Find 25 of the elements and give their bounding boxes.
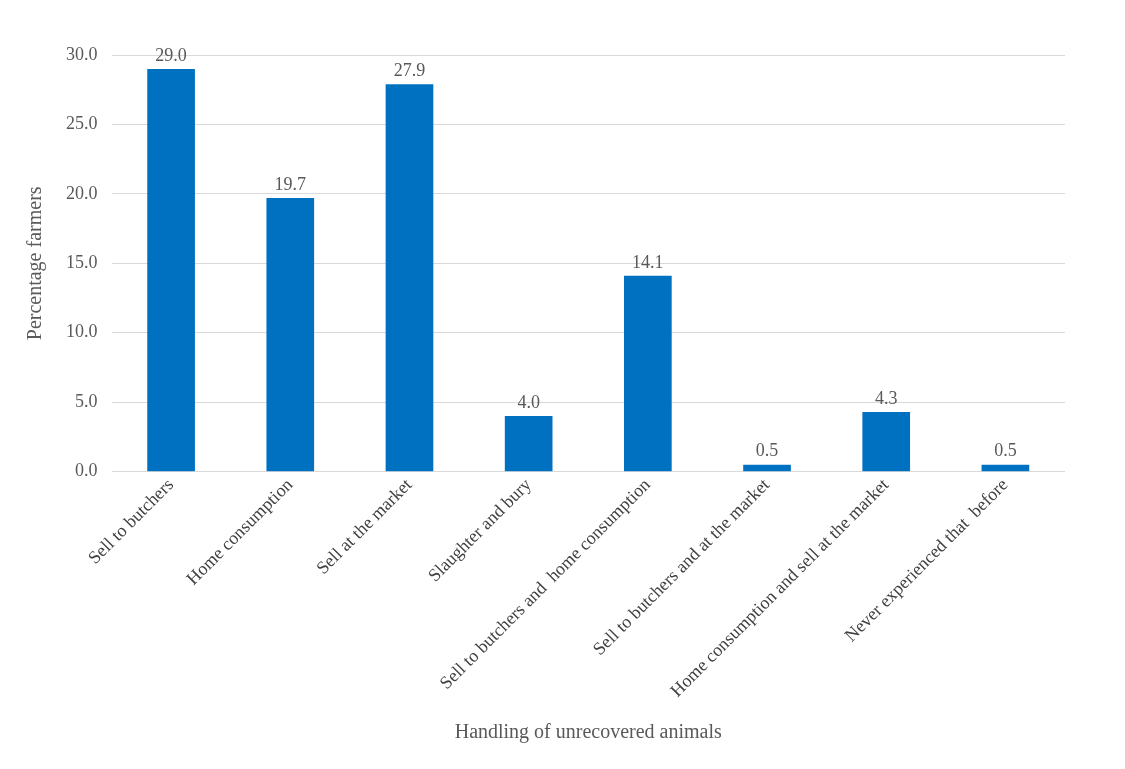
- bar: [266, 198, 315, 472]
- y-tick-label: 20.0: [66, 182, 98, 203]
- bar: [862, 411, 911, 472]
- data-label: 0.5: [994, 440, 1017, 461]
- data-label: 4.3: [874, 387, 898, 408]
- data-label: 14.1: [632, 251, 664, 272]
- y-tick-label: 25.0: [66, 113, 98, 134]
- data-label: 4.0: [517, 391, 540, 412]
- y-tick-label: 10.0: [66, 321, 98, 342]
- data-label: 29.0: [155, 44, 187, 65]
- bar: [385, 84, 434, 472]
- y-tick-label: 30.0: [66, 43, 98, 64]
- y-axis-title: Percentage farmers: [23, 186, 47, 341]
- bar: [981, 464, 1030, 472]
- bar: [147, 68, 195, 472]
- y-tick-label: 5.0: [75, 390, 98, 411]
- bar: [624, 275, 672, 472]
- data-label: 27.9: [393, 59, 426, 80]
- y-tick-label: 0.0: [75, 460, 98, 481]
- bar: [504, 416, 553, 472]
- x-axis-title: Handling of unrecovered animals: [454, 720, 723, 744]
- y-tick-label: 15.0: [66, 252, 98, 273]
- data-label: 19.7: [274, 173, 307, 194]
- data-label: 0.5: [755, 440, 779, 461]
- bar: [743, 464, 791, 472]
